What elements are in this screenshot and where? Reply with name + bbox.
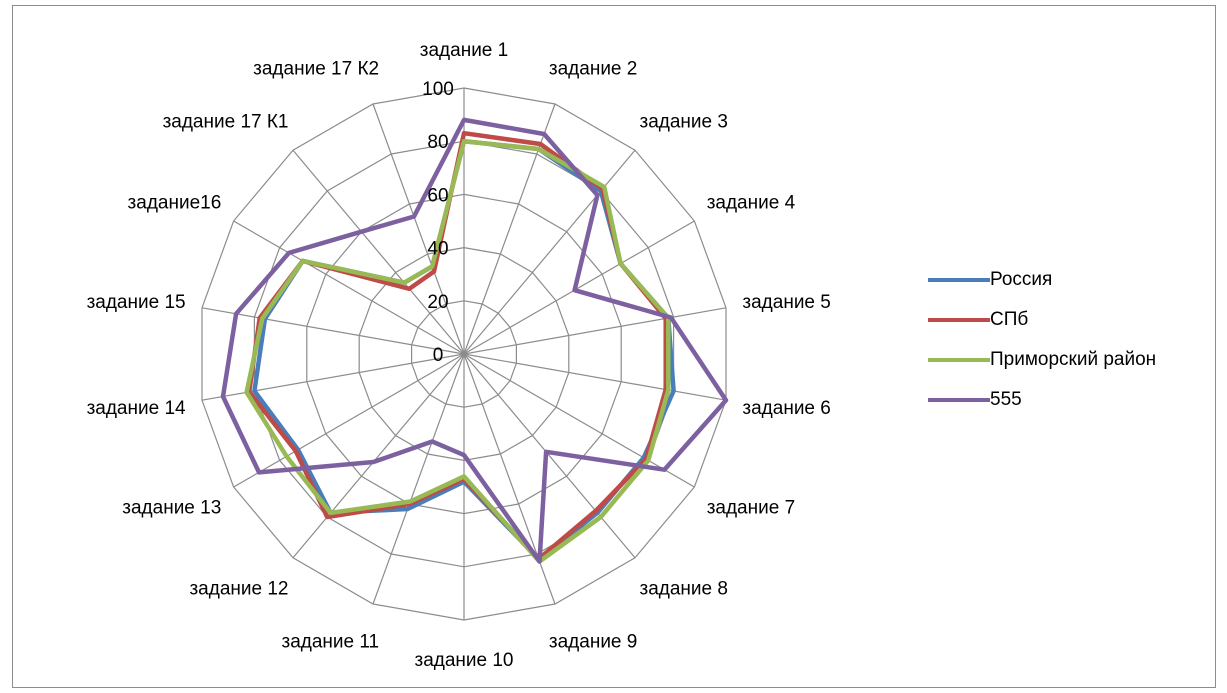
grid-spoke (201, 307, 465, 355)
category-label: задание 13 (122, 498, 221, 519)
legend-swatch (928, 398, 990, 402)
grid-spoke (463, 220, 695, 355)
legend-item: Приморский район (928, 348, 1218, 372)
category-label: задание16 (128, 193, 222, 214)
category-label: задание 10 (414, 650, 513, 671)
legend-item: Россия (928, 268, 1218, 292)
legend-label: Россия (990, 269, 1053, 290)
tick-label: 80 (427, 132, 448, 153)
tick-labels: 0 20 40 60 80 100 (422, 79, 454, 366)
legend-swatch (928, 318, 990, 322)
legend-label: Приморский район (990, 349, 1157, 370)
legend: Россия СПб Приморский район 555 (928, 268, 1218, 428)
category-label: задание 8 (640, 579, 728, 600)
category-label: задание 15 (87, 292, 186, 313)
category-label: задание 17 К1 (163, 111, 289, 132)
category-label: задание 6 (742, 398, 830, 419)
category-label: задание 17 К2 (253, 58, 379, 79)
grid-spoke (233, 353, 465, 488)
legend-label: СПб (990, 309, 1029, 330)
category-label: задание 5 (742, 292, 830, 313)
grid-spoke (463, 149, 636, 355)
grid-spoke (463, 353, 636, 559)
category-label: задание 1 (420, 40, 508, 61)
category-label: задание 3 (640, 111, 728, 132)
category-label: задание 11 (281, 632, 379, 653)
grid-spoke (463, 353, 695, 488)
chart-area (12, 5, 1216, 688)
tick-label: 20 (427, 292, 448, 313)
grid-spoke (463, 353, 556, 605)
grid-spoke (372, 103, 465, 355)
grid-spoke (463, 307, 727, 355)
series-lines (220, 117, 729, 564)
category-label: задание 9 (549, 632, 637, 653)
series-line (244, 138, 671, 564)
legend-swatch (928, 358, 990, 362)
tick-label: 100 (422, 79, 454, 100)
category-label: задание 7 (707, 498, 795, 519)
legend-label: 555 (990, 389, 1022, 410)
series-line (220, 117, 729, 564)
grid-spoke (233, 220, 465, 355)
category-label: задание 2 (549, 58, 637, 79)
category-label: задание 4 (707, 193, 796, 214)
legend-item: 555 (928, 388, 1218, 412)
tick-label: 40 (427, 239, 448, 260)
category-label: задание 12 (189, 579, 288, 600)
grid-spokes (201, 88, 727, 620)
grid-spoke (292, 353, 465, 559)
grid-spoke (372, 353, 465, 605)
legend-item: СПб (928, 308, 1218, 332)
tick-label: 60 (427, 185, 448, 206)
grid-spoke (292, 149, 465, 355)
category-label: задание 14 (87, 398, 186, 419)
legend-swatch (928, 278, 990, 282)
category-labels: задание 1 задание 2 задание 3 задание 4 зада… (87, 40, 831, 671)
tick-label: 0 (433, 345, 444, 366)
grid-spoke (463, 353, 727, 401)
